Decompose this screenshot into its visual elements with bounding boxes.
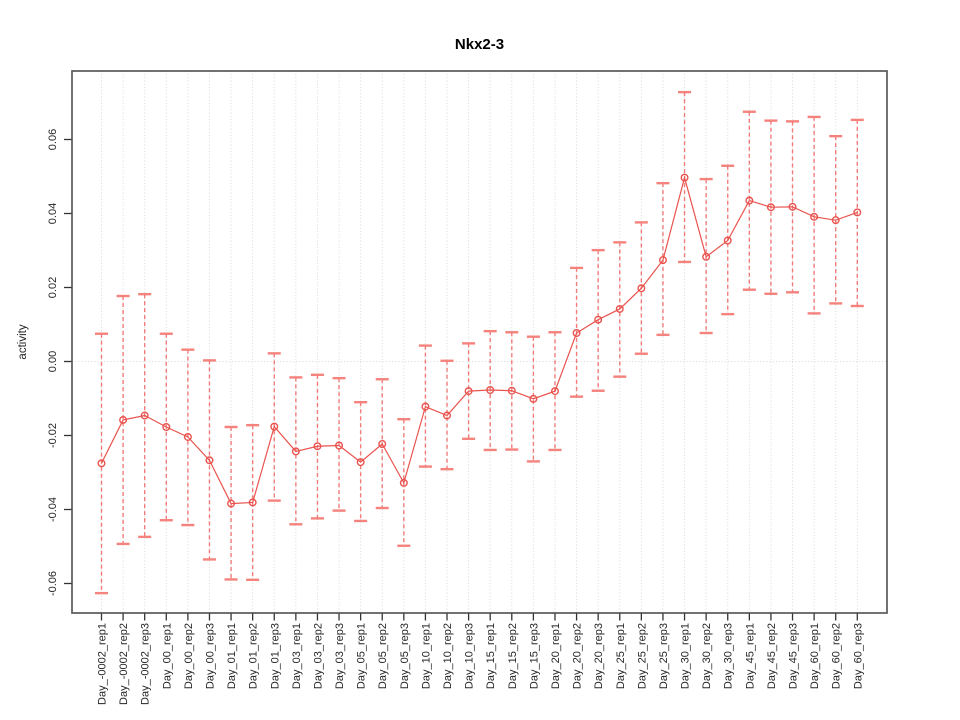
y-tick-label: 0.06 <box>47 129 59 150</box>
data-point <box>658 256 667 265</box>
x-tick-label: Day_15_rep2 <box>507 623 519 689</box>
data-point <box>291 447 300 456</box>
x-tick-label: Day_03_rep2 <box>312 623 324 689</box>
axes-layer <box>64 70 888 621</box>
data-point <box>594 315 603 324</box>
data-point <box>162 422 171 431</box>
x-tick-label: Day_45_rep2 <box>766 623 778 689</box>
x-tick-label: Day_45_rep1 <box>744 623 756 689</box>
y-tick-label: -0.06 <box>47 571 59 596</box>
data-point <box>270 422 279 431</box>
data-point <box>723 236 732 245</box>
y-tick-label: 0.04 <box>47 203 59 224</box>
y-tick-label: -0.04 <box>47 497 59 522</box>
x-tick-label: Day_20_rep3 <box>593 623 605 689</box>
x-tick-label: Day_15_rep1 <box>485 623 497 689</box>
x-tick-label: Day_60_rep3 <box>852 623 864 689</box>
x-tick-label: Day_00_rep1 <box>161 623 173 689</box>
x-tick-label: Day_-0002_rep3 <box>140 623 152 705</box>
data-point <box>486 385 495 394</box>
labels-layer: -0.06 -0.04 -0.02 0.00 0.02 0.04 0.06 Day_-0002… <box>17 36 864 705</box>
y-axis-title: activity <box>17 324 29 359</box>
data-point <box>464 387 473 396</box>
data-point <box>378 440 387 449</box>
x-tick-label: Day_10_rep2 <box>442 623 454 689</box>
x-tick-label: Day_45_rep3 <box>788 623 800 689</box>
x-tick-label: Day_01_rep1 <box>226 623 238 689</box>
x-tick-label: Day_01_rep2 <box>248 623 260 689</box>
x-tick-label: Day_20_rep1 <box>550 623 562 689</box>
data-point <box>810 212 819 221</box>
data-point <box>248 498 257 507</box>
series-line <box>100 175 858 505</box>
data-point <box>399 478 408 487</box>
data-point <box>356 458 365 467</box>
data-point <box>702 252 711 261</box>
x-tick-label: Day_60_rep1 <box>809 623 821 689</box>
y-tick-label: 0.00 <box>47 351 59 372</box>
x-tick-label: Day_01_rep3 <box>269 623 281 689</box>
x-tick-label: Day_-0002_rep1 <box>97 623 109 705</box>
x-tick-label: Day_60_rep2 <box>831 623 843 689</box>
x-tick-label: Day_05_rep3 <box>399 623 411 689</box>
x-tick-label: Day_25_rep1 <box>615 623 627 689</box>
data-point <box>529 394 538 403</box>
x-tick-label: Day_05_rep2 <box>377 623 389 689</box>
y-tick-label: -0.02 <box>47 423 59 448</box>
error-bars-layer <box>95 90 864 595</box>
x-tick-label: Day_03_rep1 <box>291 623 303 689</box>
data-point <box>183 432 192 441</box>
x-tick-label: Day_15_rep3 <box>528 623 540 689</box>
series-line-layer <box>100 175 858 505</box>
chart-title: Nkx2-3 <box>455 36 504 53</box>
x-tick-label: Day_30_rep1 <box>680 623 692 689</box>
data-point <box>766 203 775 212</box>
x-tick-label: Day_00_rep2 <box>183 623 195 689</box>
data-point <box>745 196 754 205</box>
data-point <box>140 411 149 420</box>
gridlines-layer <box>72 71 887 613</box>
data-point <box>788 202 797 211</box>
x-tick-label: Day_10_rep1 <box>420 623 432 689</box>
data-point <box>853 208 862 217</box>
x-tick-label: Day_05_rep1 <box>356 623 368 689</box>
data-point <box>507 386 516 395</box>
data-point <box>119 415 128 424</box>
data-point <box>637 284 646 293</box>
x-tick-label: Day_-0002_rep2 <box>118 623 130 705</box>
x-tick-label: Day_10_rep3 <box>464 623 476 689</box>
y-tick-label: 0.02 <box>47 277 59 298</box>
x-tick-label: Day_30_rep3 <box>723 623 735 689</box>
data-point <box>421 402 430 411</box>
data-points-layer <box>97 173 862 508</box>
data-point <box>831 216 840 225</box>
x-tick-label: Day_30_rep2 <box>701 623 713 689</box>
data-point <box>615 304 624 313</box>
x-tick-label: Day_25_rep2 <box>636 623 648 689</box>
x-tick-label: Day_00_rep3 <box>204 623 216 689</box>
data-point <box>335 441 344 450</box>
x-tick-label: Day_20_rep2 <box>572 623 584 689</box>
x-tick-label: Day_25_rep3 <box>658 623 670 689</box>
data-point <box>572 329 581 338</box>
data-point <box>227 499 236 508</box>
data-point <box>680 173 689 182</box>
data-point <box>443 411 452 420</box>
data-point <box>205 456 214 465</box>
x-tick-label: Day_03_rep3 <box>334 623 346 689</box>
data-point <box>313 442 322 451</box>
data-point <box>97 459 106 468</box>
data-point <box>550 387 559 396</box>
plot-box <box>71 70 888 614</box>
